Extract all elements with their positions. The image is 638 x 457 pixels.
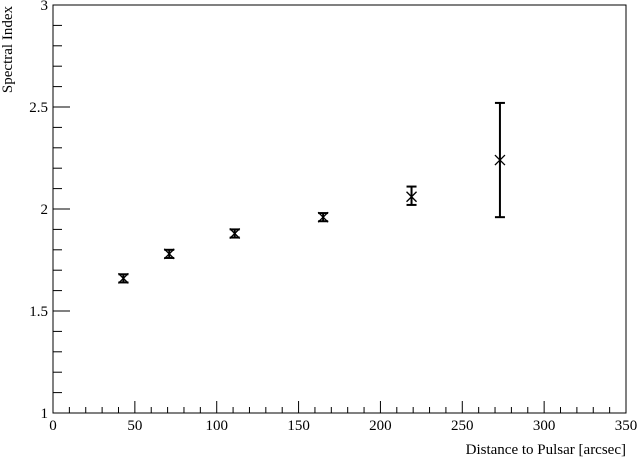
x-marker-stroke <box>117 272 129 284</box>
x-marker-stroke <box>317 211 329 223</box>
x-tick-label: 0 <box>49 418 57 434</box>
data-point <box>117 272 129 284</box>
axes: 0 50 100 150 200 250 300 350 1 1.5 2 2.5 3 <box>29 0 637 434</box>
x-marker-stroke <box>163 248 175 260</box>
x-tick-label: 150 <box>287 418 310 434</box>
x-tick-label: 300 <box>533 418 556 434</box>
x-tick-label: 350 <box>615 418 638 434</box>
x-tick-label: 200 <box>369 418 392 434</box>
x-marker-stroke <box>406 191 417 203</box>
data-point <box>229 228 241 239</box>
y-tick-label: 1.5 <box>29 304 48 320</box>
data-point <box>317 211 329 223</box>
data-point <box>406 185 417 206</box>
x-axis-title: Distance to Pulsar [arcsec] <box>466 442 626 457</box>
x-tick-label: 100 <box>205 418 228 434</box>
data-point <box>494 101 506 219</box>
x-marker-stroke <box>494 154 506 166</box>
y-axis-title: Spectral Index <box>0 6 16 94</box>
x-tick-label: 50 <box>127 418 142 434</box>
y-tick-label: 2.5 <box>29 100 48 116</box>
y-tick-label: 2 <box>41 202 49 218</box>
y-tick-label: 3 <box>41 0 49 14</box>
x-tick-label: 250 <box>451 418 474 434</box>
data-point <box>163 248 175 260</box>
y-tick-label: 1 <box>41 406 49 422</box>
data-points <box>117 101 506 284</box>
x-marker-stroke <box>229 228 241 239</box>
